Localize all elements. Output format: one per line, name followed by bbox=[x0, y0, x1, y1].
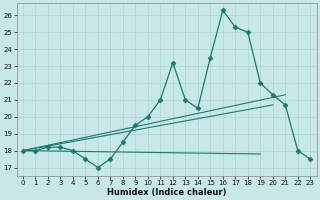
X-axis label: Humidex (Indice chaleur): Humidex (Indice chaleur) bbox=[107, 188, 226, 197]
